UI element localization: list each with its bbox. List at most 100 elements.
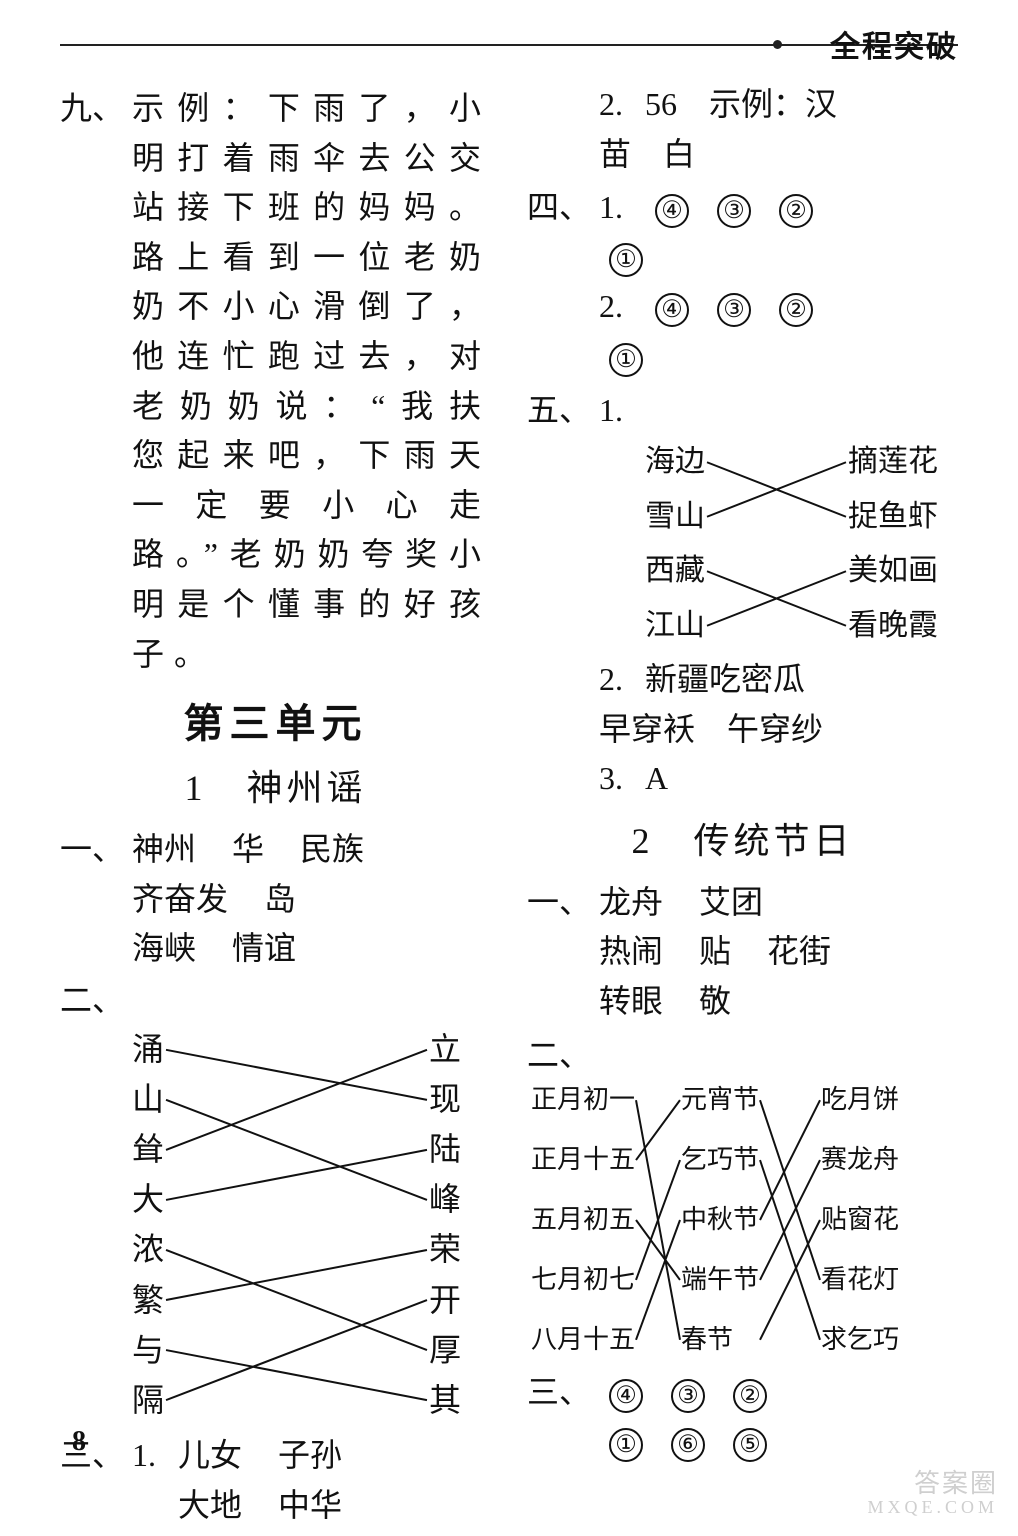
sub-body-row: ①: [599, 233, 958, 283]
sub-body: 新疆吃密瓜: [645, 655, 805, 705]
match-right-item: 厚: [429, 1326, 461, 1376]
right-column: 2. 56 示例：汉 苗 白 四、 1. ④ ③ ② ①: [521, 80, 958, 1416]
match-col2-item: 中秋节: [681, 1200, 759, 1240]
sub-body: 儿女 子孙: [178, 1431, 342, 1481]
token: 神州: [132, 831, 196, 867]
l2-one-body: 龙舟 艾团 热闹 贴 花街 转眼 敬: [599, 878, 958, 1027]
token: 齐奋发: [132, 881, 228, 917]
five-sub2: 2. 新疆吃密瓜 早穿袄 午穿纱 3. A: [527, 655, 958, 804]
three-cont: 2. 56 示例：汉 苗 白: [527, 80, 958, 179]
match-col2-item: 元宵节: [681, 1080, 759, 1120]
l1-three: 三、 1. 儿女 子孙 大地 中华: [60, 1431, 491, 1530]
l1-two-num: 二、: [60, 976, 132, 1026]
match-col2-item: 春节: [681, 1320, 759, 1360]
r-four: 四、 1. ④ ③ ② ① 2. ④ ③: [527, 183, 958, 381]
token: 岛: [264, 881, 296, 917]
match-left-item: 耸: [132, 1125, 164, 1175]
l2-one-num: 一、: [527, 878, 599, 1027]
token: 民族: [300, 831, 364, 867]
match-left-item: 涌: [132, 1025, 164, 1075]
watermark: 答案圈 MXQE.COM: [867, 1470, 998, 1518]
page-number: 8: [72, 1426, 86, 1458]
header-dot: [773, 40, 782, 49]
match-left-item: 大: [132, 1175, 164, 1225]
lesson2-title: 2 传统节日: [527, 814, 958, 870]
l2-three-body: ④ ③ ② ① ⑥ ⑤: [599, 1368, 958, 1467]
l1-two-body: [132, 976, 491, 1026]
token: 热闹: [599, 933, 663, 969]
sub-num: 2.: [599, 655, 645, 705]
match-col3-item: 看花灯: [821, 1260, 899, 1300]
match-col1-item: 正月初一: [531, 1080, 635, 1120]
sub-body-line2: 大地 中华: [132, 1481, 491, 1531]
l2-three-num: 三、: [527, 1368, 599, 1467]
r-five-body: 1.: [599, 386, 958, 440]
l1-one-body: 神州 华 民族 齐奋发 岛 海峡 情谊: [132, 825, 491, 974]
circled-num: ①: [609, 343, 643, 377]
l2-two: 二、: [527, 1031, 958, 1081]
sub-num: 2.: [599, 80, 645, 130]
circled-num: ④: [655, 194, 689, 228]
match-left-item: 海边: [645, 439, 705, 486]
match-col2-item: 乞巧节: [681, 1140, 759, 1180]
match-left-item: 江山: [645, 603, 705, 650]
match-diagram-3: 正月初一正月十五五月初五七月初七八月十五 元宵节乞巧节中秋节端午节春节 吃月饼赛…: [531, 1080, 958, 1360]
left-column: 九、 示例：下雨了，小明打着雨伞去公交站接下班的妈妈。路上看到一位老奶奶不小心滑…: [60, 80, 497, 1416]
token: 贴: [699, 933, 731, 969]
l1-one: 一、 神州 华 民族 齐奋发 岛 海峡 情谊: [60, 825, 491, 974]
token: 华: [232, 831, 264, 867]
sub-body: A: [645, 754, 668, 804]
sub-body-line2: 苗 白: [599, 130, 958, 180]
watermark-line1: 答案圈: [914, 1469, 998, 1498]
q-nine-story: 下雨了，小明打着雨伞去公交站接下班的妈妈。路上看到一位老奶奶不小心滑倒了，他连忙…: [132, 90, 491, 672]
match-right-item: 开: [429, 1276, 461, 1326]
sub-body: 56 示例：汉: [645, 80, 837, 130]
token: 龙舟: [599, 884, 663, 920]
match-col3-item: 求乞巧: [821, 1320, 899, 1360]
match-col1-item: 五月初五: [531, 1200, 635, 1240]
sub-num: 1.: [132, 1431, 178, 1481]
l1-one-num: 一、: [60, 825, 132, 974]
header-label: 全程突破: [830, 22, 958, 66]
circled-num: ①: [609, 1428, 643, 1462]
circled-num: ②: [779, 194, 813, 228]
q-nine: 九、 示例：下雨了，小明打着雨伞去公交站接下班的妈妈。路上看到一位老奶奶不小心滑…: [60, 84, 491, 679]
match-left-item: 雪山: [645, 494, 705, 541]
circled-num: ①: [609, 243, 643, 277]
match-right-item: 立: [429, 1025, 461, 1075]
token: 海峡: [132, 930, 196, 966]
circled-num: ⑥: [671, 1428, 705, 1462]
match-right-item: 捉鱼虾: [848, 494, 938, 541]
watermark-line2: MXQE.COM: [867, 1498, 998, 1518]
match-diagram-2: 海边雪山西藏江山 摘莲花捉鱼虾美如画看晚霞: [645, 439, 958, 649]
circled-num: ④: [655, 293, 689, 327]
token: 转眼: [599, 983, 663, 1019]
match-left-item: 隔: [132, 1376, 164, 1426]
token: 儿女: [178, 1437, 242, 1473]
sub-num: 2.: [599, 282, 645, 332]
circled-num: ③: [717, 293, 751, 327]
sub-num: 1.: [599, 386, 645, 436]
circled-num: ③: [717, 194, 751, 228]
sub-body-line2: 早穿袄 午穿纱: [599, 705, 958, 755]
match-left-item: 繁: [132, 1276, 164, 1326]
sub-num: 3.: [599, 754, 645, 804]
match-right-item: 陆: [429, 1125, 461, 1175]
sub-num: 1.: [599, 183, 645, 233]
lesson1-title: 1 神州谣: [60, 761, 491, 817]
match-left-item: 西藏: [645, 548, 705, 595]
r-five-num: 五、: [527, 386, 599, 440]
token: 情谊: [232, 930, 296, 966]
token: 子孙: [278, 1437, 342, 1473]
match-col3-item: 赛龙舟: [821, 1140, 899, 1180]
match-col1-item: 八月十五: [531, 1320, 635, 1360]
match-right-item: 峰: [429, 1175, 461, 1225]
r-four-num: 四、: [527, 183, 599, 381]
l2-one: 一、 龙舟 艾团 热闹 贴 花街 转眼 敬: [527, 878, 958, 1027]
circled-num: ④: [609, 1379, 643, 1413]
match-diagram-1: 涌山耸大浓繁与隔 立现陆峰荣开厚其: [132, 1025, 491, 1425]
r-five: 五、 1.: [527, 386, 958, 440]
content-columns: 九、 示例：下雨了，小明打着雨伞去公交站接下班的妈妈。路上看到一位老奶奶不小心滑…: [60, 80, 958, 1416]
match-left-item: 与: [132, 1326, 164, 1376]
l1-two: 二、: [60, 976, 491, 1026]
